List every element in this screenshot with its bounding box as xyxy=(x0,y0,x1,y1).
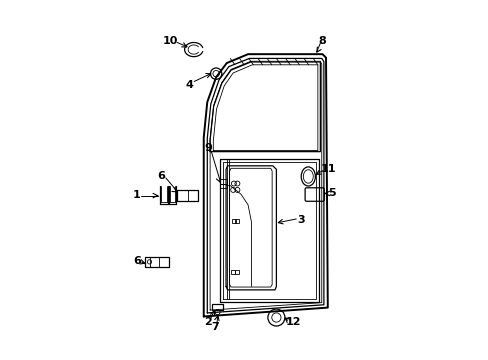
Text: 11: 11 xyxy=(321,165,336,174)
Text: 9: 9 xyxy=(204,143,212,153)
Text: 2: 2 xyxy=(204,317,212,327)
Text: 8: 8 xyxy=(317,36,325,46)
Text: 6: 6 xyxy=(157,171,164,181)
Text: 5: 5 xyxy=(328,189,336,198)
Text: 10: 10 xyxy=(163,36,178,46)
Text: 12: 12 xyxy=(285,317,301,327)
Text: 6: 6 xyxy=(133,256,141,266)
Text: 3: 3 xyxy=(297,215,305,225)
Text: 7: 7 xyxy=(211,323,219,332)
Text: 1: 1 xyxy=(133,190,141,200)
Text: 4: 4 xyxy=(185,80,193,90)
